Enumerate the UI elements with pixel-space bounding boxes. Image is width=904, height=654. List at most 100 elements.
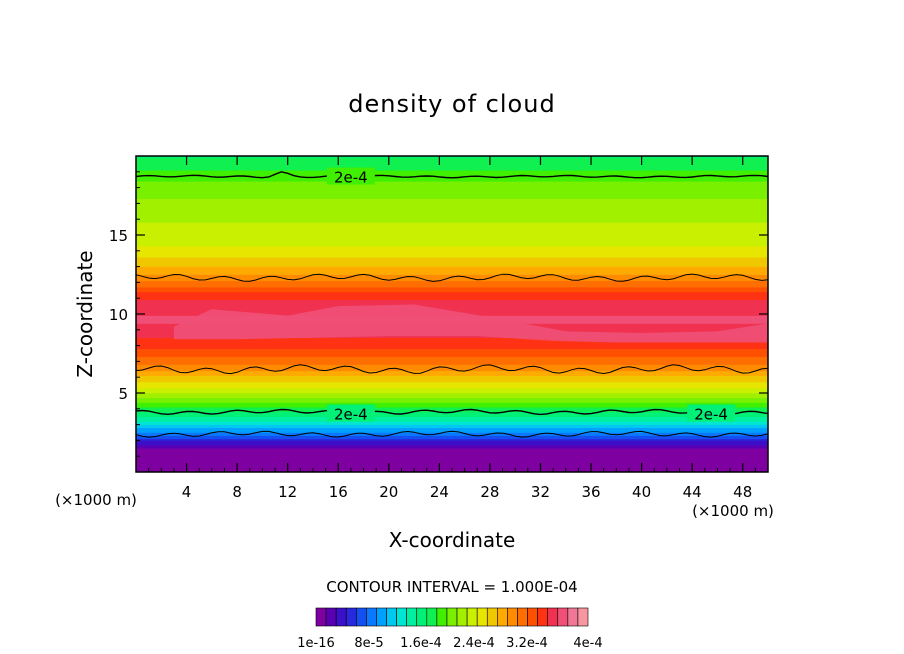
color-band <box>136 375 768 378</box>
contour-label: 2e-4 <box>334 169 368 187</box>
color-band <box>136 448 768 451</box>
color-band <box>136 266 768 269</box>
contour-lines <box>136 171 768 438</box>
color-band <box>136 187 768 190</box>
colorbar-swatch <box>507 607 518 627</box>
contour-label-bg <box>326 404 375 422</box>
color-band <box>136 403 768 406</box>
color-band <box>136 301 768 304</box>
color-band <box>136 236 768 239</box>
color-band <box>136 436 768 440</box>
contour-label-bg <box>326 167 375 185</box>
color-band <box>136 171 768 174</box>
x-tick-label: 8 <box>232 483 242 501</box>
color-band <box>136 196 768 199</box>
colorbar-label: 4e-4 <box>573 636 602 651</box>
color-band <box>136 406 768 410</box>
colorbar-swatch <box>426 607 438 627</box>
x-unit-right: (×1000 m) <box>692 502 774 520</box>
x-tick-label: 16 <box>329 483 348 501</box>
color-band <box>136 353 768 356</box>
colorbar-swatch <box>456 607 468 627</box>
x-axis-label: X-coordinate <box>389 528 516 552</box>
color-band <box>136 395 768 399</box>
color-band <box>136 237 768 241</box>
color-band <box>136 160 768 163</box>
color-band <box>136 223 768 226</box>
color-band <box>136 207 768 211</box>
color-band <box>136 245 768 248</box>
color-band <box>136 386 768 389</box>
color-band <box>136 201 768 204</box>
color-band <box>136 343 768 346</box>
color-band <box>136 162 768 165</box>
color-band <box>136 351 768 354</box>
color-band <box>136 350 768 353</box>
x-unit-left: (×1000 m) <box>55 491 137 509</box>
contour-line <box>136 364 768 375</box>
color-band <box>136 357 768 361</box>
color-band <box>136 305 768 308</box>
color-band <box>136 381 768 384</box>
color-band <box>136 290 768 293</box>
color-band <box>136 425 768 429</box>
colorbar-swatch <box>517 607 528 627</box>
contour-label: 2e-4 <box>334 406 368 424</box>
color-band <box>136 204 768 207</box>
color-band <box>136 346 768 350</box>
contour-line <box>136 408 768 416</box>
color-band <box>136 427 768 430</box>
color-band <box>136 304 768 307</box>
color-band <box>136 242 768 245</box>
color-band <box>136 278 768 282</box>
colorbar-swatch <box>436 607 448 627</box>
contour-label-bg <box>687 404 736 422</box>
color-band <box>136 384 768 387</box>
color-band <box>136 391 768 394</box>
color-band <box>136 229 768 233</box>
x-tick-label: 24 <box>430 483 449 501</box>
color-band <box>136 342 768 345</box>
color-band <box>136 369 768 372</box>
x-tick-label: 28 <box>480 483 499 501</box>
color-band <box>136 449 768 452</box>
colorbar-swatch <box>486 607 498 627</box>
colorbar-label: 1.6e-4 <box>400 636 442 651</box>
color-band <box>136 365 768 369</box>
color-band <box>136 173 768 176</box>
color-band <box>136 373 768 376</box>
x-tick-label: 40 <box>632 483 651 501</box>
color-band <box>136 408 768 411</box>
color-band <box>136 348 768 351</box>
x-tick-label: 12 <box>278 483 297 501</box>
colorbar <box>315 607 589 627</box>
colorbar-swatch <box>355 607 367 627</box>
y-axis-ticks: 5 10 15 <box>109 171 768 457</box>
x-tick-label: 32 <box>531 483 550 501</box>
x-tick-label: 20 <box>379 483 398 501</box>
color-band <box>136 177 768 180</box>
contour-labels: 2e-4 2e-4 2e-4 <box>326 167 736 424</box>
color-band <box>136 212 768 215</box>
color-band <box>136 190 768 193</box>
colorbar-swatch <box>416 607 428 627</box>
color-band <box>136 359 768 362</box>
color-band <box>136 424 768 427</box>
color-band <box>136 158 768 162</box>
x-tick-label: 4 <box>182 483 192 501</box>
color-band <box>136 272 768 275</box>
color-band <box>136 234 768 237</box>
color-band <box>136 307 768 310</box>
color-band <box>136 440 768 443</box>
colorbar-swatch <box>386 607 397 627</box>
contour-line <box>136 171 768 179</box>
color-band <box>136 256 768 259</box>
color-band <box>136 345 768 348</box>
color-band <box>136 400 768 403</box>
color-band <box>136 421 768 424</box>
color-band <box>136 184 768 187</box>
color-band <box>136 218 768 222</box>
color-band <box>136 308 768 312</box>
color-band <box>136 271 768 274</box>
